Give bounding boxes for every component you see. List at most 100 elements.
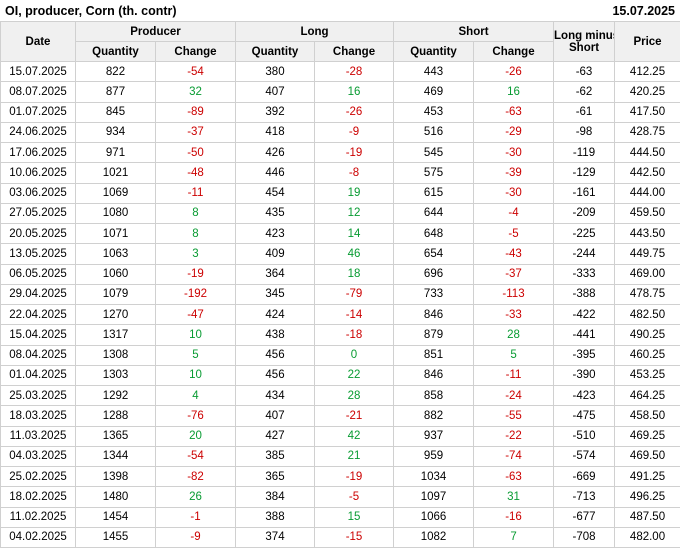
- price-cell: 442.50: [614, 162, 680, 184]
- producer-quantity-cell: 1365: [75, 425, 156, 447]
- long-quantity-cell: 345: [235, 283, 315, 306]
- producer-change-cell: -50: [155, 141, 236, 164]
- long-change-cell: -28: [313, 60, 395, 83]
- price-cell: 444.00: [614, 182, 680, 204]
- producer-quantity-cell: 1308: [75, 344, 156, 366]
- long-minus-short-cell: -395: [553, 344, 616, 366]
- short-change-cell: 5: [473, 344, 555, 366]
- column-header-long-minus-short: Long minus Short: [553, 21, 616, 62]
- long-change-cell: 18: [313, 263, 395, 285]
- producer-change-cell: -9: [155, 526, 236, 548]
- long-quantity-cell: 423: [235, 222, 315, 245]
- producer-change-cell: -192: [155, 283, 236, 306]
- producer-change-cell: -76: [155, 405, 236, 427]
- table-row: 04.03.2025 1344 -54 385 21 959 -74 -574 469.50: [0, 445, 680, 468]
- table-row: 18.02.2025 1480 26 384 -5 1097 31 -713 496.25: [0, 486, 680, 508]
- price-cell: 482.00: [614, 526, 680, 548]
- price-cell: 459.50: [614, 202, 680, 225]
- short-change-cell: -22: [473, 425, 555, 447]
- table-row: 11.02.2025 1454 -1 388 15 1066 -16 -677 487.50: [0, 506, 680, 528]
- table-header: Date Producer Long Short Long minus Short…: [0, 21, 680, 62]
- short-change-cell: -113: [473, 283, 555, 306]
- long-quantity-cell: 418: [235, 121, 315, 144]
- date-cell: 01.07.2025: [0, 101, 76, 123]
- date-cell: 17.06.2025: [0, 141, 76, 164]
- date-cell: 01.04.2025: [0, 364, 76, 387]
- long-change-cell: 42: [313, 425, 395, 447]
- short-quantity-cell: 545: [393, 141, 475, 164]
- long-quantity-cell: 438: [235, 324, 315, 346]
- date-cell: 18.03.2025: [0, 405, 76, 427]
- long-minus-short-cell: -129: [553, 162, 616, 184]
- short-quantity-cell: 846: [393, 303, 475, 326]
- table-row: 06.05.2025 1060 -19 364 18 696 -37 -333 469.00: [0, 263, 680, 285]
- table-row: 08.07.2025 877 32 407 16 469 16 -62 420.25: [0, 81, 680, 103]
- price-cell: 491.25: [614, 465, 680, 488]
- date-cell: 04.02.2025: [0, 526, 76, 548]
- long-quantity-cell: 446: [235, 162, 315, 184]
- short-quantity-cell: 959: [393, 445, 475, 468]
- producer-quantity-cell: 1071: [75, 222, 156, 245]
- long-minus-short-cell: -63: [553, 60, 616, 83]
- short-quantity-cell: 443: [393, 60, 475, 83]
- short-quantity-cell: 516: [393, 121, 475, 144]
- date-cell: 13.05.2025: [0, 243, 76, 265]
- short-change-cell: -33: [473, 303, 555, 326]
- producer-quantity-cell: 934: [75, 121, 156, 144]
- date-cell: 27.05.2025: [0, 202, 76, 225]
- short-change-cell: -30: [473, 141, 555, 164]
- long-quantity-cell: 434: [235, 384, 315, 407]
- report-date: 15.07.2025: [612, 3, 675, 18]
- short-quantity-cell: 733: [393, 283, 475, 306]
- long-change-cell: -26: [313, 101, 395, 123]
- producer-quantity-cell: 1288: [75, 405, 156, 427]
- producer-change-cell: 8: [155, 202, 236, 225]
- short-quantity-cell: 882: [393, 405, 475, 427]
- long-quantity-cell: 427: [235, 425, 315, 447]
- short-change-cell: -5: [473, 222, 555, 245]
- short-change-cell: -16: [473, 506, 555, 528]
- producer-change-cell: -37: [155, 121, 236, 144]
- table-row: 20.05.2025 1071 8 423 14 648 -5 -225 443.50: [0, 222, 680, 245]
- header-row-sub: Quantity Change Quantity Change Quantity…: [1, 41, 680, 62]
- short-change-cell: -37: [473, 263, 555, 285]
- price-cell: 453.25: [614, 364, 680, 387]
- date-cell: 25.02.2025: [0, 465, 76, 488]
- date-cell: 08.04.2025: [0, 344, 76, 366]
- table-row: 25.03.2025 1292 4 434 28 858 -24 -423 464.25: [0, 384, 680, 407]
- column-header-date: Date: [0, 21, 76, 62]
- producer-change-cell: -82: [155, 465, 236, 488]
- producer-change-cell: -1: [155, 506, 236, 528]
- short-quantity-cell: 453: [393, 101, 475, 123]
- long-quantity-cell: 424: [235, 303, 315, 326]
- table-row: 22.04.2025 1270 -47 424 -14 846 -33 -422 482.50: [0, 303, 680, 326]
- short-change-cell: -74: [473, 445, 555, 468]
- short-quantity-cell: 851: [393, 344, 475, 366]
- table-row: 01.04.2025 1303 10 456 22 846 -11 -390 453.25: [0, 364, 680, 387]
- short-change-cell: -63: [473, 465, 555, 488]
- table-row: 11.03.2025 1365 20 427 42 937 -22 -510 469.25: [0, 425, 680, 447]
- table-row: 18.03.2025 1288 -76 407 -21 882 -55 -475 458.50: [0, 405, 680, 427]
- price-cell: 478.75: [614, 283, 680, 306]
- long-change-cell: -21: [313, 405, 395, 427]
- producer-change-cell: -89: [155, 101, 236, 123]
- producer-quantity-cell: 1080: [75, 202, 156, 225]
- column-header-long-quantity: Quantity: [235, 41, 315, 62]
- column-header-producer-change: Change: [155, 41, 236, 62]
- oi-table: Date Producer Long Short Long minus Short…: [0, 21, 680, 548]
- producer-change-cell: -54: [155, 60, 236, 83]
- long-change-cell: -9: [313, 121, 395, 144]
- long-change-cell: -5: [313, 486, 395, 508]
- table-row: 01.07.2025 845 -89 392 -26 453 -63 -61 417.50: [0, 101, 680, 123]
- producer-change-cell: 10: [155, 364, 236, 387]
- long-minus-short-cell: -333: [553, 263, 616, 285]
- short-change-cell: -29: [473, 121, 555, 144]
- long-minus-short-cell: -61: [553, 101, 616, 123]
- long-minus-short-cell: -677: [553, 506, 616, 528]
- price-cell: 464.25: [614, 384, 680, 407]
- long-quantity-cell: 426: [235, 141, 315, 164]
- date-cell: 08.07.2025: [0, 81, 76, 103]
- producer-change-cell: 4: [155, 384, 236, 407]
- table-row: 24.06.2025 934 -37 418 -9 516 -29 -98 428.75: [0, 121, 680, 144]
- long-quantity-cell: 407: [235, 405, 315, 427]
